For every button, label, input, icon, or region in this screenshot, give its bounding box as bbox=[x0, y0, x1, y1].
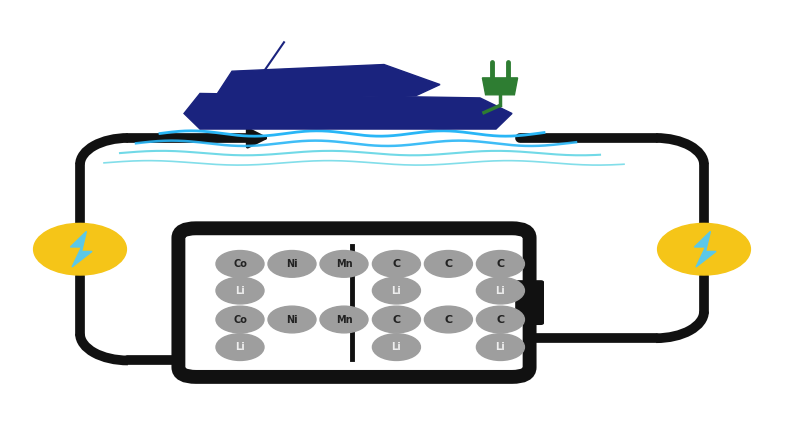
Circle shape bbox=[425, 306, 473, 333]
Text: Li: Li bbox=[391, 342, 402, 352]
Text: Li: Li bbox=[495, 342, 506, 352]
Text: Ni: Ni bbox=[286, 259, 298, 269]
Circle shape bbox=[373, 334, 421, 360]
Circle shape bbox=[658, 223, 750, 275]
Circle shape bbox=[216, 251, 264, 277]
FancyBboxPatch shape bbox=[515, 280, 544, 325]
Text: C: C bbox=[392, 315, 401, 324]
Circle shape bbox=[268, 251, 316, 277]
Circle shape bbox=[373, 251, 421, 277]
Text: Co: Co bbox=[233, 259, 247, 269]
Text: Li: Li bbox=[235, 286, 245, 295]
Circle shape bbox=[373, 277, 421, 304]
Circle shape bbox=[320, 306, 368, 333]
Text: Mn: Mn bbox=[336, 315, 352, 324]
Text: Li: Li bbox=[391, 286, 402, 295]
Circle shape bbox=[34, 223, 126, 275]
Text: Li: Li bbox=[235, 342, 245, 352]
Polygon shape bbox=[482, 78, 518, 95]
Text: C: C bbox=[496, 259, 505, 269]
Circle shape bbox=[268, 306, 316, 333]
Polygon shape bbox=[184, 93, 512, 129]
Text: C: C bbox=[392, 259, 401, 269]
Text: Co: Co bbox=[233, 315, 247, 324]
Text: Li: Li bbox=[495, 286, 506, 295]
Circle shape bbox=[477, 277, 525, 304]
Circle shape bbox=[216, 334, 264, 360]
Text: Ni: Ni bbox=[286, 315, 298, 324]
Polygon shape bbox=[694, 231, 716, 267]
Circle shape bbox=[320, 251, 368, 277]
Text: C: C bbox=[444, 259, 453, 269]
Polygon shape bbox=[216, 65, 440, 96]
Polygon shape bbox=[70, 231, 92, 267]
Circle shape bbox=[425, 251, 473, 277]
Circle shape bbox=[477, 306, 525, 333]
Circle shape bbox=[216, 277, 264, 304]
Circle shape bbox=[373, 306, 421, 333]
Circle shape bbox=[477, 251, 525, 277]
Circle shape bbox=[477, 334, 525, 360]
FancyBboxPatch shape bbox=[178, 228, 530, 377]
Circle shape bbox=[216, 306, 264, 333]
Text: C: C bbox=[496, 315, 505, 324]
Text: C: C bbox=[444, 315, 453, 324]
Text: Mn: Mn bbox=[336, 259, 352, 269]
